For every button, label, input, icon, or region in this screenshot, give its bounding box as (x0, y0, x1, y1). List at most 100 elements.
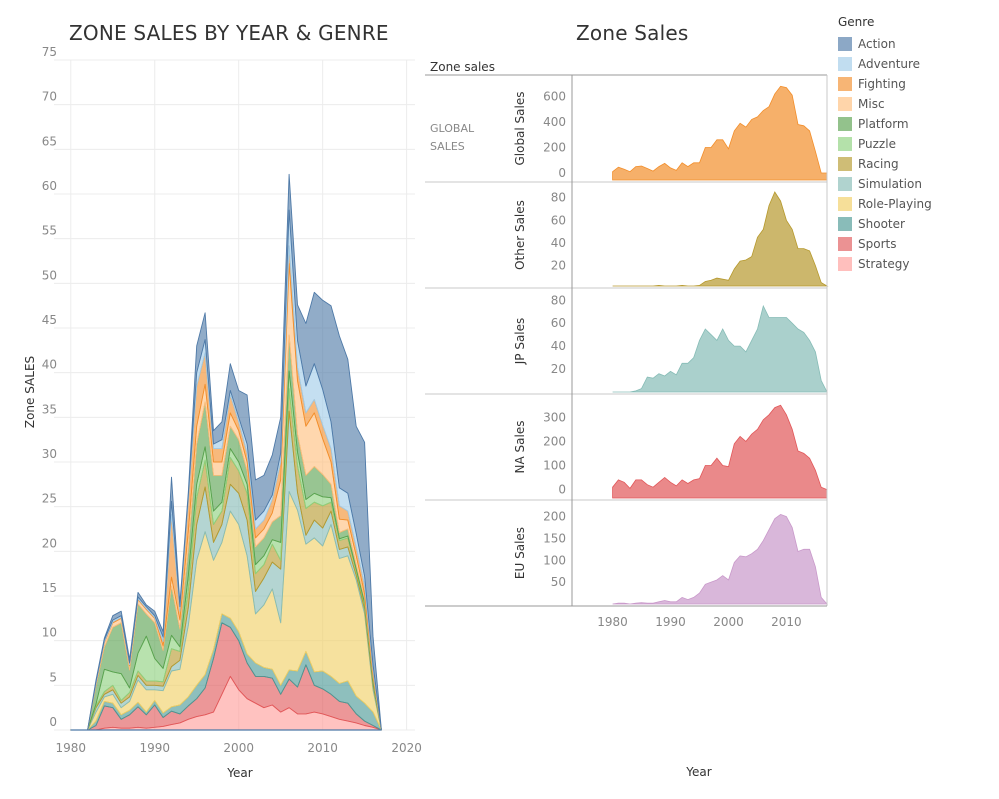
left-y-tick-label: 40 (42, 358, 57, 372)
panel-y-tick-label: 100 (543, 553, 566, 567)
legend-swatch (838, 57, 852, 71)
left-chart-areas (70, 173, 382, 731)
legend-swatch (838, 237, 852, 251)
area-global-sales[interactable] (612, 85, 828, 181)
legend-item-shooter[interactable]: Shooter (838, 214, 932, 234)
right-x-tick-label: 1990 (655, 615, 686, 629)
area-other-sales[interactable] (612, 191, 829, 287)
left-y-tick-label: 50 (42, 268, 57, 282)
legend-item-fighting[interactable]: Fighting (838, 74, 932, 94)
legend-item-simulation[interactable]: Simulation (838, 174, 932, 194)
legend-swatch (838, 197, 852, 211)
left-y-tick-label: 10 (42, 626, 57, 640)
panel-y-tick-label: 60 (551, 316, 566, 330)
legend-swatch (838, 257, 852, 271)
left-y-tick-label: 45 (42, 313, 57, 327)
left-x-axis-label: Year (226, 766, 252, 780)
left-y-tick-label: 70 (42, 90, 57, 104)
legend-label: Platform (858, 117, 909, 131)
left-y-tick-label: 0 (49, 715, 57, 729)
row-label-global: GLOBAL (430, 122, 475, 135)
panel-y-tick-label: 200 (543, 510, 566, 524)
panel-jp-sales: 20 40 60 80 JP Sales (425, 287, 828, 393)
legend-label: Sports (858, 237, 897, 251)
left-y-tick-label: 25 (42, 492, 57, 506)
left-chart-axes: 0 5 10 15 20 25 30 35 40 45 50 55 60 65 70 75 1980 1990 20… (42, 45, 422, 755)
genre-legend: Genre Action Adventure Fighting Misc Platfor… (838, 15, 932, 274)
legend-item-adventure[interactable]: Adventure (838, 54, 932, 74)
legend-label: Adventure (858, 57, 921, 71)
right-chart-title: Zone Sales (576, 21, 689, 45)
left-y-tick-label: 5 (49, 670, 57, 684)
legend-label: Simulation (858, 177, 922, 191)
panel-y-tick-label: 40 (551, 339, 566, 353)
legend-label: Shooter (858, 217, 905, 231)
legend-title: Genre (838, 15, 875, 29)
left-y-tick-label: 15 (42, 581, 57, 595)
right-x-tick-label: 2010 (771, 615, 802, 629)
left-y-tick-label: 20 (42, 536, 57, 550)
left-x-tick-label: 2020 (391, 741, 422, 755)
legend-swatch (838, 117, 852, 131)
left-y-tick-label: 55 (42, 224, 57, 238)
panel-y-tick-label: 50 (551, 575, 566, 589)
legend-swatch (838, 97, 852, 111)
right-chart-axes: 1980 1990 2000 2010 (425, 75, 828, 629)
zone-sales-header: Zone sales (430, 60, 495, 74)
panel-global-sales: 0 200 400 600 Global Sales (513, 85, 828, 181)
legend-swatch (838, 157, 852, 171)
panel-title: EU Sales (513, 527, 527, 579)
left-y-tick-label: 65 (42, 134, 57, 148)
legend-swatch (838, 177, 852, 191)
panel-y-tick-label: 200 (543, 140, 566, 154)
legend-swatch (838, 217, 852, 231)
panel-y-tick-label: 80 (551, 293, 566, 307)
panel-y-tick-label: 200 (543, 434, 566, 448)
legend-item-platform[interactable]: Platform (838, 114, 932, 134)
legend-item-role-playing[interactable]: Role-Playing (838, 194, 932, 214)
left-x-tick-label: 2000 (223, 741, 254, 755)
legend-items: Action Adventure Fighting Misc Platform Puzzl… (838, 34, 932, 274)
legend-item-puzzle[interactable]: Puzzle (838, 134, 932, 154)
area-eu-sales[interactable] (612, 513, 828, 605)
legend-item-misc[interactable]: Misc (838, 94, 932, 114)
panel-y-tick-label: 150 (543, 531, 566, 545)
legend-item-action[interactable]: Action (838, 34, 932, 54)
area-na-sales[interactable] (612, 404, 828, 499)
left-y-tick-label: 75 (42, 45, 57, 59)
panel-title: JP Sales (513, 318, 527, 366)
legend-swatch (838, 137, 852, 151)
panel-title: Other Sales (513, 200, 527, 270)
left-x-tick-label: 1990 (139, 741, 170, 755)
right-chart-panels: 0 200 400 600 Global Sales 20 40 60 80 Other Sale… (425, 85, 829, 605)
panel-eu-sales: 50 100 150 200 EU Sales (425, 499, 828, 605)
panel-y-tick-label: 300 (543, 410, 566, 424)
panel-y-tick-label: 20 (551, 362, 566, 376)
panel-y-tick-label: 20 (551, 259, 566, 273)
legend-item-sports[interactable]: Sports (838, 234, 932, 254)
right-x-tick-label: 1980 (597, 615, 628, 629)
panel-y-tick-label: 80 (551, 191, 566, 205)
legend-label: Puzzle (858, 137, 896, 151)
left-y-tick-label: 30 (42, 447, 57, 461)
legend-label: Misc (858, 97, 885, 111)
right-x-tick-label: 2000 (713, 615, 744, 629)
row-label-sales: SALES (430, 140, 465, 153)
panel-y-tick-label: 600 (543, 89, 566, 103)
panel-title: Global Sales (513, 91, 527, 165)
panel-y-tick-label: 400 (543, 115, 566, 129)
legend-item-racing[interactable]: Racing (838, 154, 932, 174)
panel-other-sales: 20 40 60 80 Other Sales (425, 181, 829, 287)
legend-label: Fighting (858, 77, 906, 91)
legend-label: Strategy (858, 257, 910, 271)
area-jp-sales[interactable] (612, 304, 828, 393)
panel-y-tick-label: 0 (558, 166, 566, 180)
legend-item-strategy[interactable]: Strategy (838, 254, 932, 274)
left-x-tick-label: 2010 (307, 741, 338, 755)
left-chart-title: ZONE SALES BY YEAR & GENRE (69, 21, 389, 45)
legend-label: Role-Playing (858, 197, 932, 211)
left-x-tick-label: 1980 (56, 741, 87, 755)
panel-na-sales: 0 100 200 300 NA Sales (425, 393, 828, 499)
panel-y-tick-label: 40 (551, 236, 566, 250)
